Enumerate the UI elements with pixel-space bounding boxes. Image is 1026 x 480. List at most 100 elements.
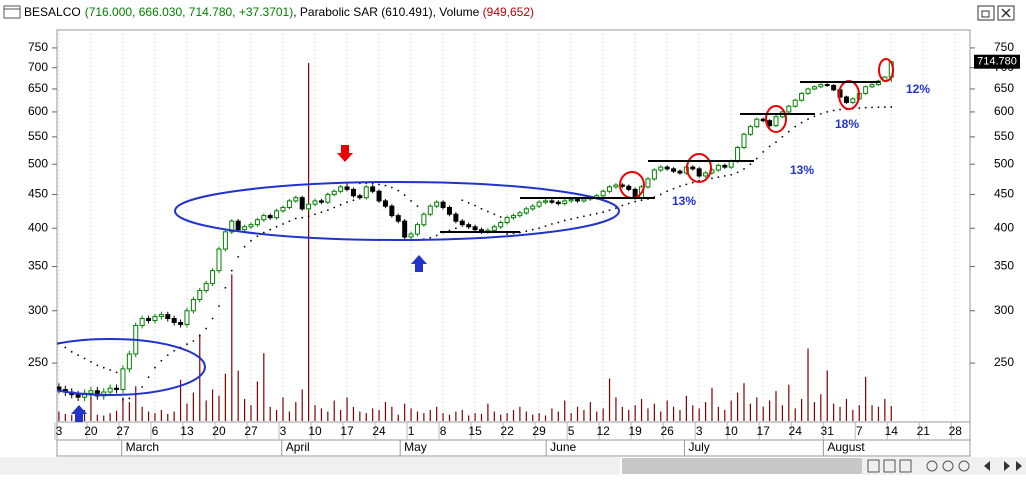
sar-dot bbox=[160, 359, 163, 362]
icon[interactable] bbox=[942, 460, 954, 472]
sar-dot bbox=[339, 203, 342, 206]
sar-dot bbox=[102, 366, 105, 369]
candle-body bbox=[805, 88, 811, 94]
sar-dot bbox=[166, 354, 169, 357]
icon[interactable] bbox=[1004, 461, 1010, 471]
y-tick-label: 500 bbox=[28, 156, 48, 170]
y-tick-label: 750 bbox=[28, 40, 48, 54]
sar-dot bbox=[70, 350, 73, 353]
candle-body bbox=[312, 200, 318, 205]
month-label: June bbox=[550, 440, 576, 454]
y-tick-label: 700 bbox=[28, 60, 48, 74]
candle-body bbox=[472, 226, 478, 231]
sar-dot bbox=[627, 202, 630, 205]
sar-dot bbox=[474, 204, 476, 207]
candle-body bbox=[671, 168, 677, 172]
candle-body bbox=[869, 84, 875, 88]
sar-dot bbox=[467, 201, 470, 204]
sar-dot bbox=[871, 106, 873, 109]
x-tick-label: 20 bbox=[212, 424, 226, 438]
x-tick-label: 28 bbox=[949, 424, 963, 438]
candle-body bbox=[568, 199, 574, 202]
sar-dot bbox=[122, 398, 124, 401]
sar-dot bbox=[787, 130, 790, 133]
sar-dot bbox=[454, 227, 457, 230]
x-tick-label: 31 bbox=[821, 424, 835, 438]
x-tick-label: 24 bbox=[789, 424, 803, 438]
y-tick-label: 250 bbox=[28, 355, 48, 369]
icon[interactable] bbox=[883, 459, 896, 473]
sar-dot bbox=[768, 145, 771, 148]
icon[interactable] bbox=[899, 459, 912, 473]
candle-body bbox=[754, 118, 760, 128]
sar-dot bbox=[794, 125, 797, 128]
icon[interactable] bbox=[1016, 461, 1022, 471]
sar-dot bbox=[493, 213, 496, 216]
candle-body bbox=[242, 226, 248, 231]
arrow-up bbox=[71, 405, 87, 422]
sar-dot bbox=[544, 225, 547, 227]
sar-dot bbox=[282, 223, 284, 225]
sar-dot bbox=[333, 206, 336, 209]
candle-body bbox=[722, 164, 728, 168]
candle-body bbox=[357, 195, 363, 199]
sar-dot bbox=[576, 216, 579, 219]
candle-body bbox=[511, 215, 516, 219]
sar-dot bbox=[141, 386, 144, 388]
sar-dot bbox=[723, 175, 726, 177]
sar-dot bbox=[621, 204, 624, 207]
sar-dot bbox=[371, 182, 374, 185]
icon[interactable] bbox=[867, 459, 880, 473]
scrollbar-track[interactable] bbox=[0, 457, 620, 475]
sar-dot bbox=[314, 213, 316, 216]
candle-body bbox=[197, 289, 203, 301]
x-tick-label: 10 bbox=[308, 424, 322, 438]
y-tick-label: 500 bbox=[994, 156, 1014, 170]
candle-body bbox=[171, 318, 177, 323]
candle-body bbox=[735, 147, 741, 162]
icon[interactable] bbox=[958, 460, 970, 472]
candle-body bbox=[57, 386, 62, 390]
icon[interactable] bbox=[926, 460, 938, 472]
candle-body bbox=[690, 166, 696, 170]
icon[interactable] bbox=[984, 461, 990, 471]
candle-body bbox=[581, 198, 587, 202]
candle-body bbox=[767, 120, 773, 127]
candle-body bbox=[152, 316, 158, 321]
x-tick-label: 26 bbox=[660, 424, 674, 438]
last-price-label: 714.780 bbox=[977, 56, 1017, 68]
candle-body bbox=[222, 231, 228, 250]
x-tick-label: 19 bbox=[628, 424, 642, 438]
annotation: 18% bbox=[835, 117, 859, 131]
candle-body bbox=[158, 314, 164, 318]
sar-dot bbox=[813, 115, 816, 118]
candle-body bbox=[446, 206, 452, 215]
x-tick-label: 1 bbox=[408, 424, 415, 438]
candle-body bbox=[536, 201, 542, 207]
candle-body bbox=[600, 190, 606, 197]
sar-dot bbox=[77, 354, 80, 357]
candle-body bbox=[363, 186, 369, 199]
candle-body bbox=[786, 105, 792, 113]
ellipse bbox=[57, 338, 206, 396]
candle-body bbox=[414, 224, 420, 235]
y-tick-label: 250 bbox=[994, 355, 1014, 369]
sar-dot bbox=[410, 199, 412, 202]
candle-body bbox=[126, 353, 132, 370]
candle-body bbox=[75, 394, 81, 398]
sar-dot bbox=[186, 343, 188, 346]
volume-name: , Volume bbox=[433, 5, 483, 19]
window-icon bbox=[3, 5, 21, 19]
sar-dot bbox=[858, 107, 861, 110]
sar-dot bbox=[237, 255, 240, 258]
restore-button[interactable] bbox=[977, 5, 995, 21]
last-price-tag bbox=[974, 54, 1020, 69]
candle-body bbox=[88, 390, 94, 394]
scrollbar-thumb[interactable] bbox=[622, 458, 862, 474]
sar-dot bbox=[429, 236, 432, 239]
x-tick-label: 3 bbox=[56, 424, 63, 438]
x-tick-label: 13 bbox=[180, 424, 194, 438]
candle-body bbox=[651, 169, 657, 180]
annotations: 13% 13% 18% 12% bbox=[57, 58, 930, 422]
